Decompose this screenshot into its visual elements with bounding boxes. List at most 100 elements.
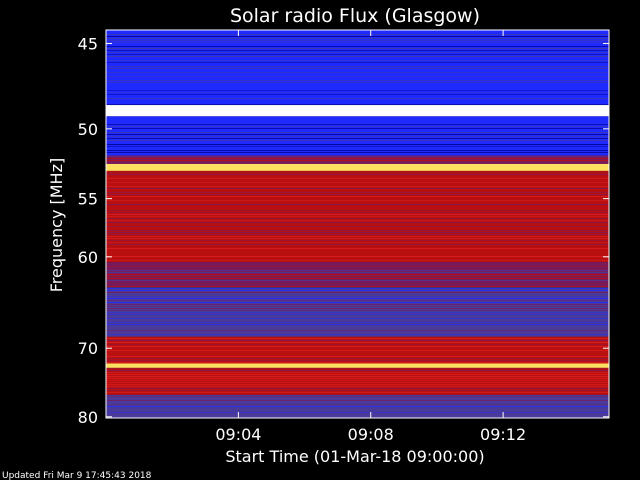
y-tick-label: 70 (78, 339, 98, 358)
heatmap-stripe (106, 294, 609, 295)
heatmap-stripe (106, 158, 609, 159)
heatmap-stripe (106, 402, 609, 403)
heatmap-stripe (106, 96, 609, 97)
heatmap-stripe (106, 40, 609, 41)
heatmap-stripe (106, 142, 609, 143)
heatmap-stripe (106, 408, 609, 409)
heatmap-stripe (106, 88, 609, 89)
heatmap-band (106, 363, 609, 368)
y-tick-label: 50 (78, 120, 98, 139)
heatmap-stripe (106, 236, 609, 237)
heatmap-stripe (106, 98, 609, 99)
heatmap-stripe (106, 390, 609, 391)
y-axis: 45 50 55 60 70 80 (78, 34, 609, 427)
heatmap-stripe (106, 374, 609, 375)
heatmap-stripe (106, 330, 609, 331)
heatmap-stripe (106, 212, 609, 213)
heatmap-stripe (106, 342, 609, 343)
heatmap-stripe (106, 208, 609, 209)
heatmap-stripe (106, 324, 609, 325)
heatmap-stripe (106, 48, 609, 49)
heatmap-stripe (106, 46, 609, 47)
heatmap-stripe (106, 80, 609, 81)
heatmap-stripe (106, 134, 609, 135)
heatmap-stripe (106, 32, 609, 33)
heatmap-stripe (106, 162, 609, 163)
heatmap-stripe (106, 384, 609, 385)
heatmap-stripe (106, 154, 609, 155)
heatmap-stripe (106, 126, 609, 127)
heatmap-stripe (106, 228, 609, 229)
heatmap-stripe (106, 328, 609, 329)
heatmap-stripe (106, 222, 609, 223)
heatmap-stripe (106, 394, 609, 395)
heatmap-stripe (106, 174, 609, 175)
heatmap-stripe (106, 286, 609, 287)
heatmap-stripe (106, 206, 609, 207)
heatmap-stripe (106, 94, 609, 95)
heatmap-stripe (106, 392, 609, 393)
heatmap-stripe (106, 118, 609, 119)
heatmap-stripe (106, 338, 609, 339)
heatmap-stripe (106, 300, 609, 301)
heatmap-stripe (106, 312, 609, 313)
x-axis: 09:04 09:08 09:12 (215, 30, 526, 444)
heatmap-band (106, 163, 609, 171)
heatmap-stripe (106, 60, 609, 61)
heatmap-stripe (106, 178, 609, 179)
heatmap-stripe (106, 74, 609, 75)
heatmap-stripe (106, 348, 609, 349)
heatmap-stripe (106, 38, 609, 39)
heatmap-stripe (106, 340, 609, 341)
heatmap-stripe (106, 362, 609, 363)
y-tick-label: 80 (78, 408, 98, 427)
heatmap-stripe (106, 86, 609, 87)
heatmap-stripe (106, 34, 609, 35)
heatmap-stripe (106, 252, 609, 253)
heatmap-stripe (106, 264, 609, 265)
heatmap-stripe (106, 310, 609, 311)
heatmap-stripe (106, 360, 609, 361)
updated-timestamp: Updated Fri Mar 9 17:45:43 2018 (2, 471, 152, 480)
heatmap-stripe (106, 216, 609, 217)
heatmap-stripe (106, 270, 609, 271)
heatmap-stripe (106, 398, 609, 399)
heatmap-stripe (106, 410, 609, 411)
heatmap-stripe (106, 412, 609, 413)
heatmap-stripe (106, 334, 609, 335)
heatmap-stripe (106, 296, 609, 297)
heatmap-stripe (106, 192, 609, 193)
heatmap-stripe (106, 322, 609, 323)
heatmap-stripe (106, 386, 609, 387)
heatmap-stripe (106, 354, 609, 355)
heatmap-stripe (106, 78, 609, 79)
heatmap-stripe (106, 64, 609, 65)
heatmap-band (106, 155, 609, 164)
heatmap-stripe (106, 196, 609, 197)
heatmap-stripe (106, 350, 609, 351)
heatmap-stripe (106, 290, 609, 291)
heatmap-stripe (106, 274, 609, 275)
heatmap-stripe (106, 254, 609, 255)
heatmap-stripe (106, 280, 609, 281)
heatmap-stripe (106, 54, 609, 55)
x-axis-label: Start Time (01-Mar-18 09:00:00) (225, 447, 484, 466)
heatmap-stripe (106, 316, 609, 317)
heatmap-stripe (106, 372, 609, 373)
heatmap-stripe (106, 416, 609, 417)
plot-frame (105, 29, 610, 419)
heatmap-stripe (106, 156, 609, 157)
heatmap-stripe (106, 406, 609, 407)
heatmap-stripe (106, 248, 609, 249)
heatmap-stripe (106, 144, 609, 145)
heatmap-stripe (106, 344, 609, 345)
heatmap-stripe (106, 130, 609, 131)
heatmap-stripe (106, 244, 609, 245)
heatmap-stripe (106, 382, 609, 383)
heatmap-stripe (106, 370, 609, 371)
heatmap-stripe (106, 284, 609, 285)
heatmap-stripe (106, 414, 609, 415)
heatmap-stripe (106, 314, 609, 315)
heatmap-stripe (106, 388, 609, 389)
